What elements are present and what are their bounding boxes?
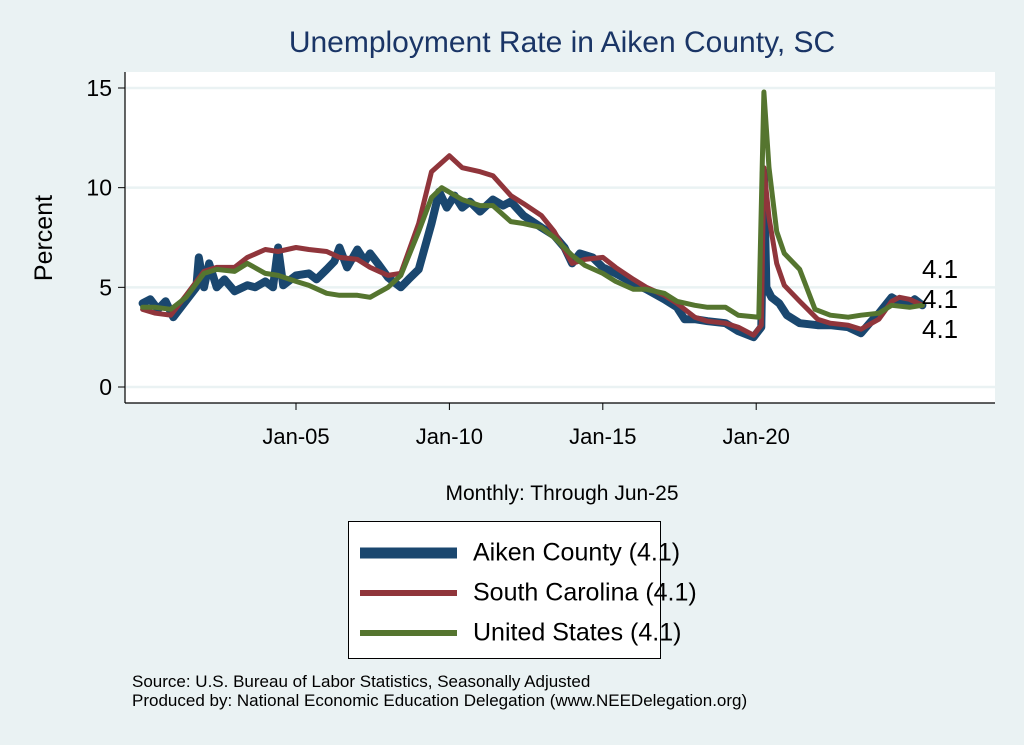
legend-label: Aiken County (4.1) xyxy=(473,538,681,567)
chart-title: Unemployment Rate in Aiken County, SC xyxy=(288,26,836,59)
source-line: Source: U.S. Bureau of Labor Statistics,… xyxy=(132,672,591,691)
source-note: Source: U.S. Bureau of Labor Statistics,… xyxy=(132,672,747,710)
legend-swatch xyxy=(360,547,457,559)
x-tick-label: Jan-05 xyxy=(262,424,329,449)
y-axis-label: Percent xyxy=(30,195,58,281)
legend-label: United States (4.1) xyxy=(473,618,682,647)
series-line-0 xyxy=(138,167,927,342)
producer-line: Produced by: National Economic Education… xyxy=(132,691,748,710)
legend-item-south-carolina: South Carolina (4.1) xyxy=(349,573,697,613)
y-tick-label: 5 xyxy=(99,274,112,300)
x-tick-label: Jan-10 xyxy=(416,424,483,449)
y-tick-label: 15 xyxy=(86,75,112,101)
end-value-label: 4.1 xyxy=(922,314,958,344)
y-tick-label: 0 xyxy=(99,374,112,400)
series-line-2 xyxy=(140,89,925,320)
end-value-label: 4.1 xyxy=(922,284,958,314)
legend-label: South Carolina (4.1) xyxy=(473,578,697,607)
legend-item-aiken: Aiken County (4.1) xyxy=(349,533,680,573)
x-tick-label: Jan-15 xyxy=(569,424,636,449)
x-tick-label: Jan-20 xyxy=(723,424,790,449)
legend-item-united-states: United States (4.1) xyxy=(349,613,681,653)
end-value-label: 4.1 xyxy=(922,254,958,284)
legend-swatch xyxy=(360,630,457,636)
x-axis-label: Monthly: Through Jun-25 xyxy=(445,482,679,505)
y-tick-label: 10 xyxy=(86,175,112,201)
legend-swatch xyxy=(360,590,457,596)
legend: Aiken County (4.1) South Carolina (4.1) … xyxy=(348,521,697,659)
